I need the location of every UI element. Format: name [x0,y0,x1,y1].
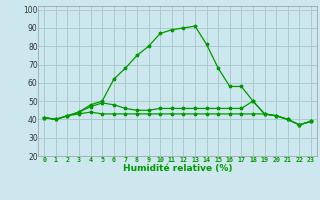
X-axis label: Humidité relative (%): Humidité relative (%) [123,164,232,173]
